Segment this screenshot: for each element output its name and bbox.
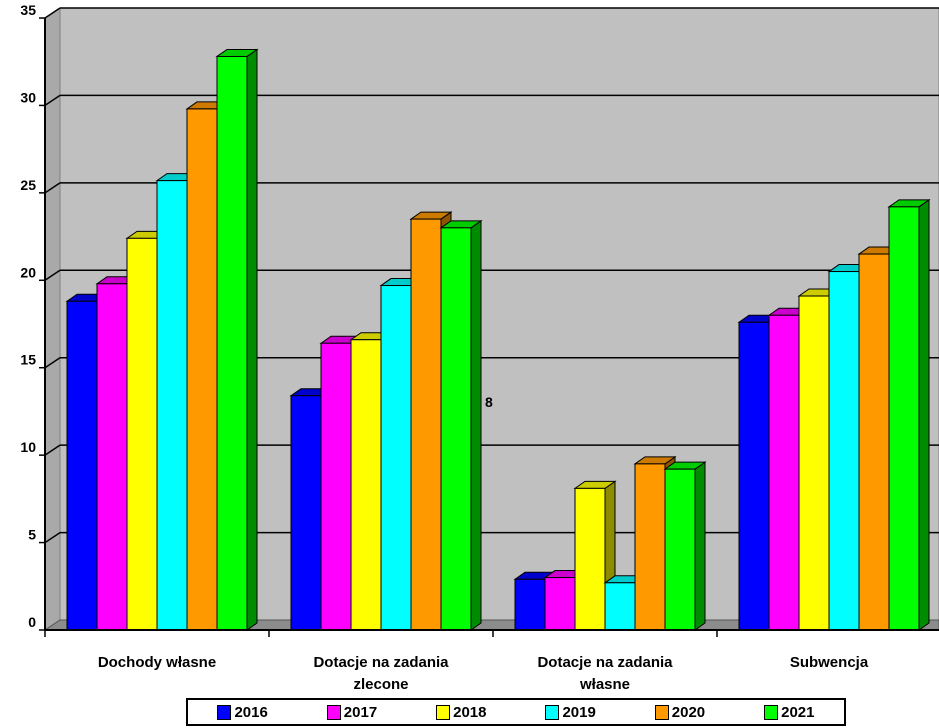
bar: [663, 461, 707, 631]
x-tick-label: Dochody własne: [98, 654, 216, 671]
y-tick-label: 20: [20, 264, 36, 280]
bar-front: [798, 295, 830, 631]
bar-front: [216, 55, 248, 631]
bar-front: [320, 342, 352, 631]
y-tick-label: 15: [20, 352, 36, 368]
legend-swatch: [326, 704, 341, 720]
legend-label: 2017: [343, 703, 378, 721]
bar-front: [440, 227, 472, 631]
bar: [439, 219, 483, 631]
legend-item: 2021: [764, 704, 814, 721]
bar-side: [918, 198, 930, 631]
y-tick-label: 25: [20, 177, 36, 193]
data-annotation: 8: [485, 394, 493, 410]
gridline-diag: [44, 531, 61, 544]
legend: 2016 2017 2018 2019 2020 2021: [186, 698, 846, 726]
bar-front: [768, 314, 800, 631]
gridline-diag: [44, 357, 61, 369]
legend-label: 2018: [453, 703, 487, 721]
legend-item: 2018: [436, 703, 487, 721]
bar-front: [350, 339, 382, 631]
bar-front: [888, 206, 920, 631]
gridline-diag: [44, 94, 61, 107]
gridline-diag: [44, 444, 61, 456]
bar-side: [694, 461, 706, 631]
bar-front: [156, 180, 188, 631]
legend-item: 2019: [545, 703, 596, 721]
y-tick-label: 30: [20, 89, 36, 105]
legend-label: 2021: [781, 703, 815, 721]
gridline-diag: [44, 7, 61, 19]
bar-front: [634, 463, 666, 631]
bar-front: [186, 108, 218, 631]
bar-side: [470, 219, 482, 631]
bar-front: [410, 218, 442, 631]
legend-swatch: [436, 704, 451, 720]
x-tick-label: Dotacje na zadania zlecone: [313, 654, 449, 693]
legend-swatch: [545, 704, 560, 720]
bar-front: [738, 321, 770, 631]
y-tick-label: 5: [28, 527, 36, 543]
bar-front: [66, 300, 98, 631]
x-tick-label: Subwencja: [790, 654, 869, 671]
legend-swatch: [764, 704, 779, 720]
gridline-diag: [44, 182, 61, 194]
bar-side: [246, 48, 258, 631]
bar-front: [544, 577, 576, 631]
y-tick-label: 0: [28, 614, 36, 630]
legend-label: 2016: [234, 703, 268, 721]
bar-front: [126, 237, 158, 631]
x-tick-label: Dotacje na zadania własne: [537, 654, 673, 693]
bar-front: [828, 271, 860, 631]
legend-label: 2020: [671, 703, 706, 721]
bar: [887, 198, 931, 631]
bar-front: [858, 253, 890, 631]
bar-front: [604, 582, 636, 631]
bar-front: [664, 468, 696, 631]
bar-front: [380, 285, 412, 631]
legend-swatch: [654, 704, 669, 720]
bar: [215, 48, 259, 631]
bar-front: [574, 487, 606, 631]
bar-front: [96, 283, 128, 631]
gridline-diag: [44, 269, 61, 281]
bar-front: [514, 578, 546, 631]
y-tick-label: 35: [20, 2, 36, 18]
legend-item: 2020: [654, 703, 706, 721]
legend-item: 2016: [217, 703, 268, 721]
legend-label: 2019: [562, 703, 596, 721]
y-tick-label: 10: [20, 439, 36, 455]
legend-swatch: [217, 704, 232, 720]
legend-item: 2017: [326, 703, 378, 721]
bar-front: [290, 395, 322, 631]
